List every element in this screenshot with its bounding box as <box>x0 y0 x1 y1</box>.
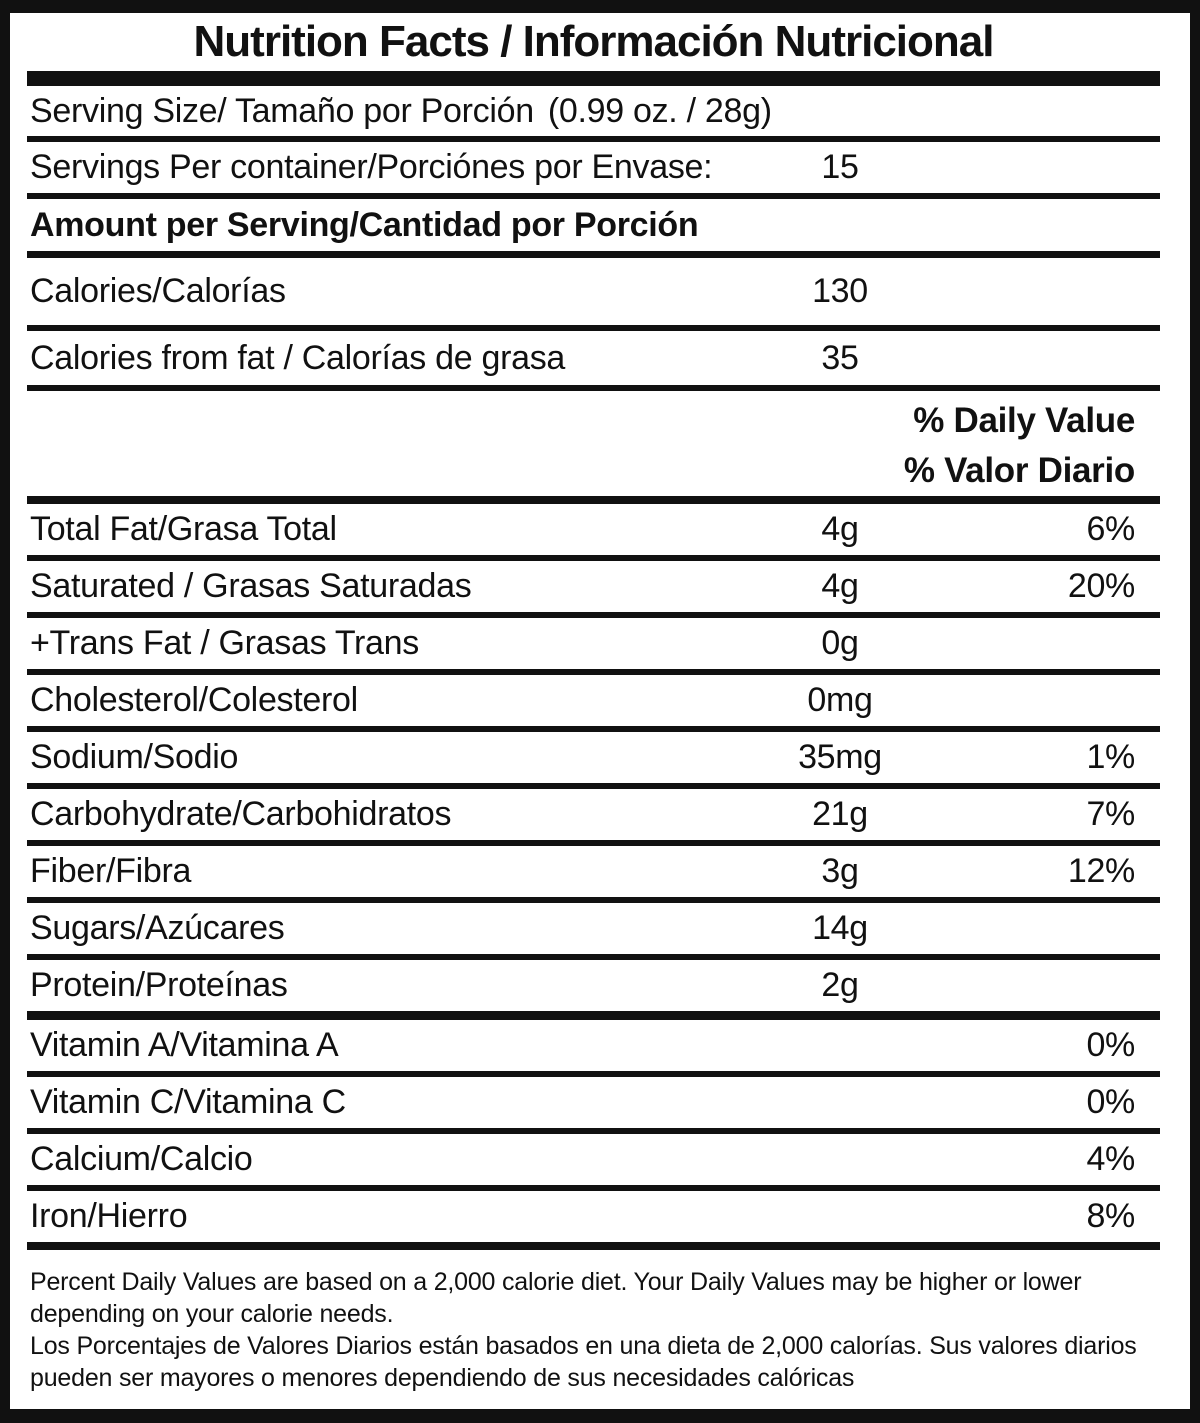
nutrient-row-sodium: Sodium/Sodio 35mg 1% <box>27 732 1160 789</box>
nutrient-amount: 2g <box>821 966 859 1004</box>
calories-label: Calories/Calorías <box>30 272 286 310</box>
daily-value-header-es: % Valor Diario <box>903 451 1135 490</box>
serving-size-row: Serving Size/ Tamaño por Porción (0.99 o… <box>27 86 1160 142</box>
calories-from-fat-label: Calories from fat / Calorías de grasa <box>30 338 566 377</box>
nutrient-dv: 4% <box>1086 1140 1135 1178</box>
nutrient-row-carbohydrate: Carbohydrate/Carbohidratos 21g 7% <box>27 789 1160 846</box>
daily-value-header-en: % Daily Value <box>913 401 1135 440</box>
nutrient-amount: 35mg <box>798 738 882 776</box>
nutrient-label: Vitamin A/Vitamina A <box>30 1026 339 1064</box>
nutrient-row-vitamin-a: Vitamin A/Vitamina A 0% <box>27 1020 1160 1077</box>
nutrient-label: Calcium/Calcio <box>30 1140 253 1178</box>
title-row: Nutrition Facts / Información Nutriciona… <box>27 13 1160 71</box>
calories-row: Calories/Calorías 130 <box>27 258 1160 331</box>
footnote: Percent Daily Values are based on a 2,00… <box>27 1250 1160 1409</box>
nutrient-dv: 1% <box>1086 738 1135 776</box>
nutrient-row-calcium: Calcium/Calcio 4% <box>27 1134 1160 1191</box>
servings-per-container-label: Servings Per container/Porciónes por Env… <box>30 148 713 186</box>
amount-per-serving-row: Amount per Serving/Cantidad por Porción <box>27 199 1160 258</box>
nutrient-amount: 3g <box>821 852 859 890</box>
title-divider-bar <box>27 71 1160 86</box>
label-title: Nutrition Facts / Información Nutriciona… <box>193 17 995 66</box>
nutrient-label: Carbohydrate/Carbohidratos <box>30 795 452 833</box>
servings-per-container-value: 15 <box>821 148 859 186</box>
nutrient-row-cholesterol: Cholesterol/Colesterol 0mg <box>27 675 1160 732</box>
calories-from-fat-value: 35 <box>821 338 859 377</box>
serving-size-label: Serving Size/ Tamaño por Porción <box>30 91 534 130</box>
servings-per-container-row: Servings Per container/Porciónes por Env… <box>27 142 1160 199</box>
nutrient-amount: 0mg <box>807 681 873 719</box>
nutrient-label: +Trans Fat / Grasas Trans <box>30 624 419 662</box>
nutrient-label: Total Fat/Grasa Total <box>30 510 337 548</box>
nutrient-label: Saturated / Grasas Saturadas <box>30 567 472 605</box>
amount-per-serving-label: Amount per Serving/Cantidad por Porción <box>30 205 699 244</box>
nutrient-dv: 0% <box>1086 1083 1135 1121</box>
nutrient-row-saturated-fat: Saturated / Grasas Saturadas 4g 20% <box>27 561 1160 618</box>
daily-value-header: % Daily Value % Valor Diario <box>27 391 1160 504</box>
calories-value: 130 <box>812 272 868 310</box>
nutrient-amount: 21g <box>812 795 868 833</box>
nutrient-label: Iron/Hierro <box>30 1197 188 1235</box>
nutrient-dv: 7% <box>1086 795 1135 833</box>
nutrient-label: Vitamin C/Vitamina C <box>30 1083 346 1121</box>
nutrient-label: Cholesterol/Colesterol <box>30 681 358 719</box>
nutrient-row-total-fat: Total Fat/Grasa Total 4g 6% <box>27 504 1160 561</box>
nutrient-dv: 6% <box>1086 510 1135 548</box>
nutrient-row-fiber: Fiber/Fibra 3g 12% <box>27 846 1160 903</box>
nutrient-amount: 4g <box>821 567 859 605</box>
calories-from-fat-row: Calories from fat / Calorías de grasa 35 <box>27 331 1160 391</box>
nutrient-row-sugars: Sugars/Azúcares 14g <box>27 903 1160 960</box>
nutrient-dv: 12% <box>1067 852 1135 890</box>
nutrient-label: Protein/Proteínas <box>30 966 288 1004</box>
serving-size-value: (0.99 oz. / 28g) <box>547 91 772 130</box>
nutrient-row-protein: Protein/Proteínas 2g <box>27 960 1160 1020</box>
nutrient-amount: 14g <box>812 909 868 947</box>
nutrient-amount: 4g <box>821 510 859 548</box>
nutrient-dv: 8% <box>1086 1197 1135 1235</box>
footnote-english: Percent Daily Values are based on a 2,00… <box>30 1268 1082 1328</box>
nutrient-label: Sugars/Azúcares <box>30 909 285 947</box>
nutrient-label: Fiber/Fibra <box>30 852 192 890</box>
footnote-spanish: Los Porcentajes de Valores Diarios están… <box>30 1332 1137 1392</box>
nutrient-label: Sodium/Sodio <box>30 738 239 776</box>
nutrient-row-trans-fat: +Trans Fat / Grasas Trans 0g <box>27 618 1160 675</box>
nutrient-row-vitamin-c: Vitamin C/Vitamina C 0% <box>27 1077 1160 1134</box>
nutrient-row-iron: Iron/Hierro 8% <box>27 1191 1160 1250</box>
nutrient-amount: 0g <box>821 624 859 662</box>
nutrient-dv: 0% <box>1086 1026 1135 1064</box>
nutrient-dv: 20% <box>1067 567 1135 605</box>
